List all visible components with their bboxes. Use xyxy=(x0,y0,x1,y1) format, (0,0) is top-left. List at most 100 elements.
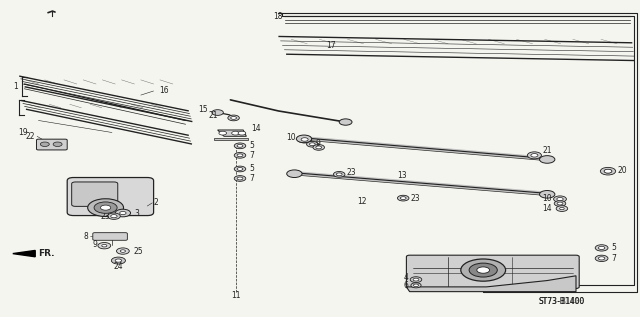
Polygon shape xyxy=(13,250,35,257)
Text: 3: 3 xyxy=(134,210,140,218)
FancyBboxPatch shape xyxy=(67,178,154,216)
Text: 5: 5 xyxy=(250,141,255,150)
Circle shape xyxy=(120,250,125,252)
Circle shape xyxy=(469,263,497,277)
Text: 7: 7 xyxy=(250,151,255,160)
Circle shape xyxy=(100,205,111,210)
Circle shape xyxy=(212,110,223,115)
Circle shape xyxy=(108,213,120,219)
Circle shape xyxy=(411,283,421,288)
Text: 9: 9 xyxy=(92,240,97,249)
Circle shape xyxy=(88,199,124,217)
Text: 6: 6 xyxy=(403,281,408,290)
Text: 14: 14 xyxy=(542,204,552,213)
Circle shape xyxy=(557,197,563,201)
Circle shape xyxy=(296,135,312,143)
Circle shape xyxy=(595,245,608,251)
Circle shape xyxy=(461,259,506,281)
Text: 4: 4 xyxy=(403,273,408,282)
Text: ST73-B1400: ST73-B1400 xyxy=(539,297,585,306)
Circle shape xyxy=(228,115,239,121)
Circle shape xyxy=(310,143,315,146)
Text: 11: 11 xyxy=(231,291,240,300)
Circle shape xyxy=(234,176,246,181)
Text: 23: 23 xyxy=(411,194,420,203)
Circle shape xyxy=(527,152,541,159)
Circle shape xyxy=(120,211,126,215)
Circle shape xyxy=(111,215,117,218)
Circle shape xyxy=(231,117,237,120)
Text: 14: 14 xyxy=(251,124,260,133)
Text: ST73-B1400: ST73-B1400 xyxy=(539,297,585,306)
Circle shape xyxy=(598,257,605,260)
FancyBboxPatch shape xyxy=(72,182,118,206)
Circle shape xyxy=(94,202,117,213)
Text: 15: 15 xyxy=(198,106,208,114)
Text: 23: 23 xyxy=(100,212,110,221)
Circle shape xyxy=(237,167,243,171)
Circle shape xyxy=(237,177,243,180)
Circle shape xyxy=(238,131,246,135)
Circle shape xyxy=(554,196,566,202)
Circle shape xyxy=(401,197,406,200)
Text: 9: 9 xyxy=(315,139,320,148)
FancyBboxPatch shape xyxy=(406,255,579,288)
Circle shape xyxy=(234,166,246,172)
Circle shape xyxy=(232,131,239,135)
Text: 7: 7 xyxy=(611,254,616,263)
Text: 24: 24 xyxy=(113,262,124,271)
Circle shape xyxy=(604,169,612,173)
Text: 25: 25 xyxy=(133,247,143,256)
Circle shape xyxy=(115,259,122,262)
Text: 21: 21 xyxy=(208,111,218,120)
Circle shape xyxy=(298,136,312,143)
Circle shape xyxy=(595,255,608,262)
Polygon shape xyxy=(214,138,248,140)
Text: 20: 20 xyxy=(618,166,627,175)
Text: 2: 2 xyxy=(154,198,158,207)
Circle shape xyxy=(339,119,352,125)
Circle shape xyxy=(102,244,107,247)
Circle shape xyxy=(111,257,125,264)
Circle shape xyxy=(556,206,568,211)
Text: 18: 18 xyxy=(273,12,283,21)
Text: 16: 16 xyxy=(159,86,168,95)
Circle shape xyxy=(40,142,49,146)
Text: 10: 10 xyxy=(542,194,552,203)
Circle shape xyxy=(477,267,490,273)
Circle shape xyxy=(413,278,419,281)
Circle shape xyxy=(219,131,227,135)
Circle shape xyxy=(53,142,62,146)
Text: 19: 19 xyxy=(18,128,28,137)
Circle shape xyxy=(116,248,129,254)
Circle shape xyxy=(413,284,419,287)
Text: FR.: FR. xyxy=(38,249,55,258)
Circle shape xyxy=(313,145,324,150)
Text: 17: 17 xyxy=(326,42,336,50)
Circle shape xyxy=(234,143,246,149)
Circle shape xyxy=(237,154,243,157)
Circle shape xyxy=(237,145,243,147)
Circle shape xyxy=(234,152,246,158)
Circle shape xyxy=(600,167,616,175)
Circle shape xyxy=(333,171,345,177)
Circle shape xyxy=(337,173,342,176)
Circle shape xyxy=(287,170,302,178)
Circle shape xyxy=(410,277,422,282)
Circle shape xyxy=(557,202,563,205)
Text: 1: 1 xyxy=(13,82,18,91)
FancyBboxPatch shape xyxy=(36,139,67,150)
Circle shape xyxy=(554,201,566,206)
FancyBboxPatch shape xyxy=(93,233,127,240)
Circle shape xyxy=(301,138,308,141)
Circle shape xyxy=(559,207,564,210)
Circle shape xyxy=(316,146,322,149)
Text: 7: 7 xyxy=(250,174,255,183)
Polygon shape xyxy=(406,276,576,292)
Text: 22: 22 xyxy=(26,132,35,141)
Text: 21: 21 xyxy=(543,146,552,155)
Circle shape xyxy=(98,243,111,249)
Circle shape xyxy=(604,169,612,173)
Circle shape xyxy=(540,156,555,163)
Text: 8: 8 xyxy=(84,232,88,241)
